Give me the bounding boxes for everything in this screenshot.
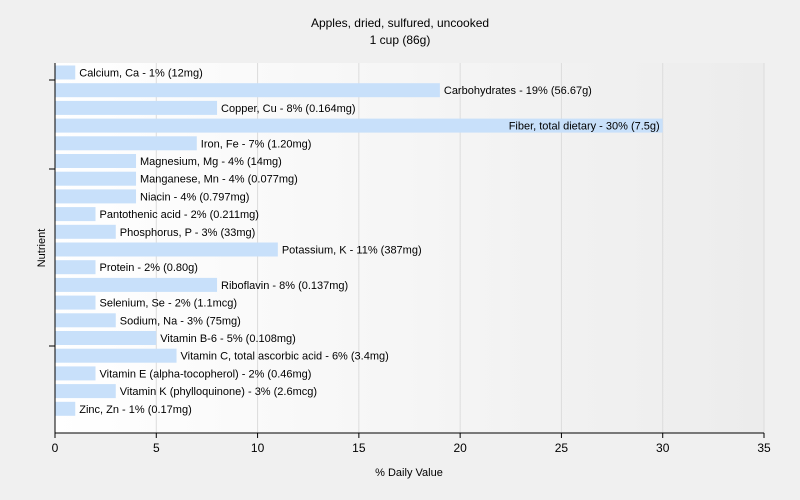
bar-label: Magnesium, Mg - 4% (14mg) [140,156,282,168]
bar [55,189,137,204]
bar [55,171,137,186]
bar-label: Vitamin C, total ascorbic acid - 6% (3.4… [181,351,389,363]
bar [55,242,278,257]
bar-label: Copper, Cu - 8% (0.164mg) [221,103,356,115]
bar-label: Carbohydrates - 19% (56.67g) [444,85,592,97]
bar-label: Riboflavin - 8% (0.137mg) [221,280,348,292]
bar-label: Zinc, Zn - 1% (0.17mg) [79,404,191,416]
bars: Calcium, Ca - 1% (12mg) Carbohydrates - 1… [55,65,663,416]
bar [55,118,663,133]
x-tick-label: 15 [352,441,366,455]
bar [55,313,116,328]
bar-label: Sodium, Na - 3% (75mg) [120,315,241,327]
chart-subtitle: 1 cup (86g) [370,33,431,47]
x-tick-label: 10 [251,441,265,455]
bar [55,154,137,168]
bar-label: Vitamin E (alpha-tocopherol) - 2% (0.46m… [100,368,312,380]
x-tick-label: 25 [555,441,569,455]
bar-label: Phosphorus, P - 3% (33mg) [120,227,256,239]
bar [55,224,116,239]
bar-label: Iron, Fe - 7% (1.20mg) [201,138,312,150]
x-tick-label: 35 [757,441,771,455]
bar-label: Selenium, Se - 2% (1.1mcg) [100,298,238,310]
bar [55,277,218,292]
axes [49,63,765,438]
x-tick-labels: 0 5 10 15 20 25 30 35 [52,441,771,455]
bar [55,348,177,363]
bar-label: Potassium, K - 11% (387mg) [282,245,422,257]
bar-label: Vitamin K (phylloquinone) - 3% (2.6mcg) [120,386,317,398]
x-tick-label: 0 [52,441,59,455]
bar [55,260,96,275]
bar-label: Niacin - 4% (0.797mg) [140,191,249,203]
bar [55,366,96,381]
y-axis-title: Nutrient [36,229,48,268]
bar [55,83,440,98]
bar-label: Vitamin B-6 - 5% (0.108mg) [160,333,296,345]
bar [55,136,197,151]
chart-title: Apples, dried, sulfured, uncooked [311,16,489,30]
bar-label: Pantothenic acid - 2% (0.211mg) [100,209,259,221]
bar-label: Calcium, Ca - 1% (12mg) [79,68,202,80]
x-tick-label: 20 [453,441,467,455]
bar [55,100,218,115]
bar [55,401,76,416]
x-axis-title: % Daily Value [375,467,443,479]
bar [55,65,76,80]
x-tick-label: 30 [656,441,670,455]
bar-label: Protein - 2% (0.80g) [100,262,198,274]
bar-label: Manganese, Mn - 4% (0.077mg) [140,174,298,186]
x-tick-label: 5 [153,441,160,455]
bar-label: Fiber, total dietary - 30% (7.5g) [509,121,660,133]
bar [55,207,96,222]
bar [55,331,157,345]
bar [55,295,96,310]
bar [55,384,116,399]
